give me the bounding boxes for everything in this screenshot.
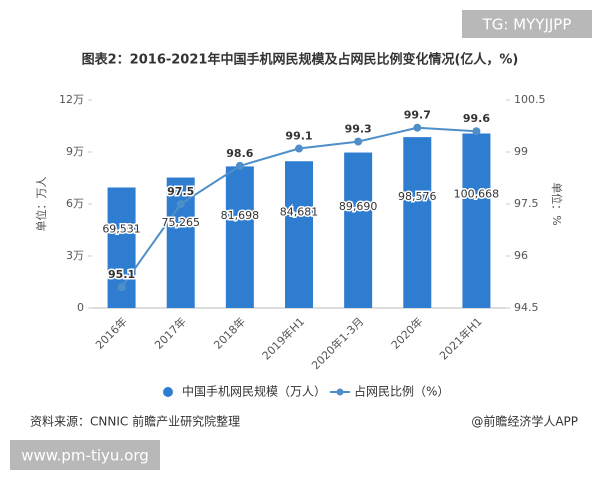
bar xyxy=(166,177,195,308)
y-tick-label: 9万 xyxy=(66,145,84,158)
tag-text: TG: MYYJJPP xyxy=(482,16,572,34)
line-point xyxy=(295,144,303,153)
bar-value-label: 98,576 xyxy=(398,190,437,203)
line-point xyxy=(413,123,422,132)
bar xyxy=(225,166,254,308)
line-value-label: 99.7 xyxy=(404,109,431,122)
bar-value-label: 75,265 xyxy=(161,216,200,229)
y2-tick-label: 100.5 xyxy=(514,93,546,106)
line-value-label: 99.1 xyxy=(285,130,312,143)
y-tick-label: 0 xyxy=(77,301,84,314)
bar xyxy=(403,137,432,308)
legend-swatch xyxy=(163,387,173,397)
bar xyxy=(344,152,373,308)
line-point xyxy=(176,200,185,208)
line-value-label: 98.6 xyxy=(226,147,253,160)
y2-tick-label: 99 xyxy=(514,145,528,158)
bar-value-label: 100,668 xyxy=(454,188,500,201)
y-tick-label: 3万 xyxy=(66,249,84,262)
legend-label: 中国手机网民规模（万人） xyxy=(182,384,326,399)
site-text: www.pm-tiyu.org xyxy=(21,447,149,465)
y-tick-label: 6万 xyxy=(66,197,84,210)
chart-title: 图表2：2016-2021年中国手机网民规模及占网民比例变化情况(亿人，%) xyxy=(82,52,519,68)
line-value-label: 97.5 xyxy=(167,185,194,198)
y2-tick-label: 94.5 xyxy=(514,301,539,314)
tag-box xyxy=(462,10,592,38)
bar-value-label: 89,690 xyxy=(339,200,378,213)
y2-axis-label: 单位：% xyxy=(550,182,564,225)
line-point xyxy=(472,127,481,136)
legend-label: 占网民比例（%） xyxy=(354,384,449,399)
bar-value-label: 81,698 xyxy=(221,209,260,222)
line-value-label: 99.3 xyxy=(345,123,372,136)
y2-tick-label: 97.5 xyxy=(514,197,539,210)
bar xyxy=(285,161,313,308)
bar xyxy=(462,133,491,308)
line-point xyxy=(235,161,244,170)
legend-swatch xyxy=(336,388,344,396)
site-box xyxy=(10,440,160,470)
y2-tick-label: 96 xyxy=(514,249,528,262)
bar-value-label: 84,681 xyxy=(280,206,319,219)
y-axis-label: 单位：万人 xyxy=(34,177,48,232)
y-tick-label: 12万 xyxy=(59,93,84,106)
credit: @前瞻经济学人APP xyxy=(471,414,578,429)
line-point xyxy=(117,283,126,292)
line-point xyxy=(354,137,363,146)
bar-value-label: 69,531 xyxy=(102,223,141,236)
source: 资料来源：CNNIC 前瞻产业研究院整理 xyxy=(30,414,240,429)
line-value-label: 95.1 xyxy=(108,268,135,281)
line-value-label: 99.6 xyxy=(463,112,490,125)
